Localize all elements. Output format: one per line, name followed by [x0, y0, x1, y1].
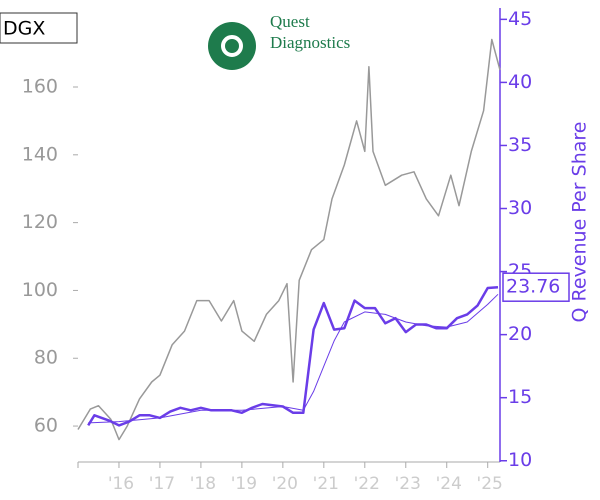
y2-tick-label: 10: [508, 449, 532, 471]
y-tick-label: 160: [22, 76, 58, 98]
y2-tick-label: 45: [508, 8, 532, 30]
x-tick-label: '25: [477, 474, 503, 494]
series-line: [77, 38, 501, 441]
logo: Quest Diagnostics: [208, 12, 350, 70]
logo-text: Diagnostics: [270, 33, 350, 52]
logo-text: Quest: [270, 12, 310, 31]
ticker-box: [0, 12, 78, 44]
y2-tick-label: 15: [508, 386, 532, 408]
y-tick-label: 60: [34, 415, 58, 437]
x-tick-label: '17: [149, 474, 175, 494]
series-line: [87, 285, 499, 427]
ticker: DGX: [3, 18, 45, 40]
x-tick-label: '23: [395, 474, 421, 494]
y-tick-label: 100: [22, 279, 58, 301]
x-tick-label: '24: [436, 474, 462, 494]
last-value-label: 23.76: [506, 276, 560, 298]
x-tick-label: '21: [313, 474, 339, 494]
y2-tick-label: 35: [508, 134, 532, 156]
x-tick-label: '20: [272, 474, 298, 494]
logo-icon-ring: [221, 35, 243, 57]
last-value-box: [502, 272, 570, 302]
y-tick-label: 120: [22, 211, 58, 233]
x-tick-label: '19: [231, 474, 257, 494]
y2-tick-label: 40: [508, 71, 532, 93]
y-tick-label: 80: [34, 347, 58, 369]
x-tick-label: '16: [108, 474, 134, 494]
logo-icon: [208, 22, 256, 70]
series-line: [88, 293, 499, 424]
y2-tick-label: 30: [508, 197, 532, 219]
x-tick-label: '22: [354, 474, 380, 494]
y-tick-label: 140: [22, 143, 58, 165]
y2-axis-label: Q Revenue Per Share: [569, 122, 591, 323]
x-tick-label: '18: [190, 474, 216, 494]
y2-tick-label: 20: [508, 323, 532, 345]
